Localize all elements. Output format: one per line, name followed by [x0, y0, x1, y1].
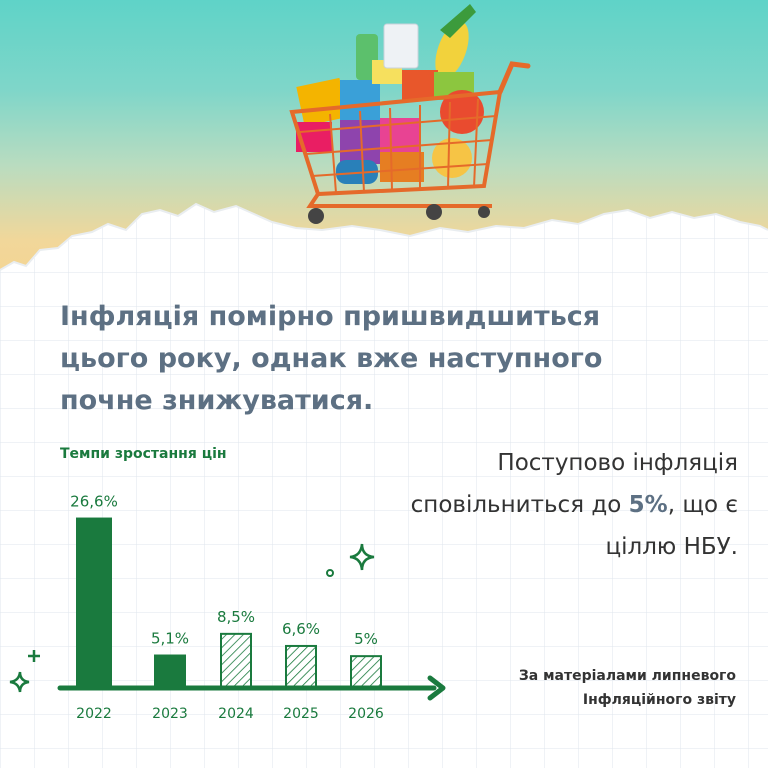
bar-2023 — [154, 654, 186, 689]
source-note: За матеріалами липневого Інфляційного зв… — [416, 664, 736, 712]
source-line-1: За матеріалами липневого — [518, 668, 736, 684]
bar-2025 — [285, 644, 317, 689]
x-axis-arrow-icon — [427, 675, 446, 701]
headline: Інфляція помірно пришвидшиться цього рок… — [60, 301, 603, 416]
price-growth-chart: 26,6% 2022 5,1% 2023 8,5% 2024 6,6% 2025 5% 2026 — [57, 493, 446, 722]
value-label-2022: 26,6% — [70, 493, 118, 511]
x-tick-label-2026: 2026 — [348, 706, 384, 722]
value-label-2023: 5,1% — [151, 630, 189, 648]
x-tick-label-2024: 2024 — [218, 706, 254, 722]
dot-icon — [326, 569, 334, 577]
plus-icon — [28, 650, 40, 662]
side-text-highlight: 5% — [628, 492, 668, 518]
value-label-2024: 8,5% — [217, 608, 255, 626]
x-tick-label-2025: 2025 — [283, 706, 319, 722]
source-line-2: Інфляційного звіту — [582, 692, 736, 708]
bar-2022 — [76, 517, 112, 690]
value-label-2026: 5% — [354, 630, 378, 648]
x-tick-label-2023: 2023 — [152, 706, 188, 722]
shopping-cart-illustration — [289, 4, 531, 224]
side-text: Поступово інфляція сповільниться до 5%, … — [378, 442, 738, 568]
x-tick-label-2022: 2022 — [76, 706, 112, 722]
sparkle-icon — [349, 543, 375, 571]
bar-2024 — [220, 632, 252, 689]
chart-title: Темпи зростання цін — [60, 446, 227, 462]
value-label-2025: 6,6% — [282, 620, 320, 638]
bar-2026 — [350, 655, 382, 689]
side-text-after: , що є ціллю НБУ. — [605, 492, 738, 560]
sparkle-icon — [9, 671, 30, 693]
side-text-before: Поступово інфляція сповільниться до — [410, 450, 738, 518]
